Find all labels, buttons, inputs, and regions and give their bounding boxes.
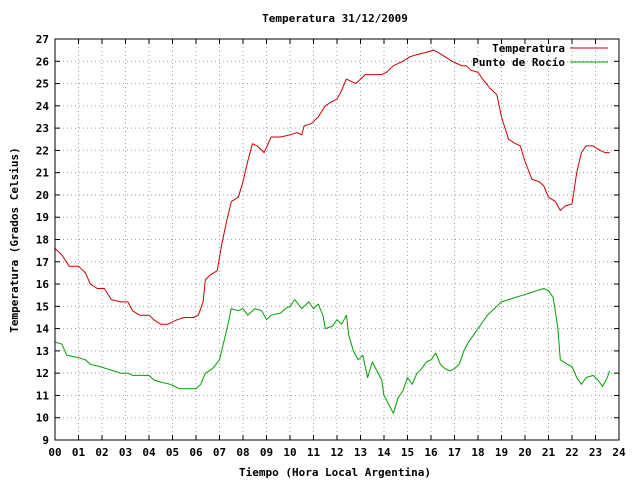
y-tick-label: 11 xyxy=(36,389,50,402)
series-lines xyxy=(54,49,611,414)
y-tick-label: 23 xyxy=(36,122,49,135)
x-tick-label: 09 xyxy=(260,446,273,459)
y-tick-label: 19 xyxy=(36,211,49,224)
x-tick-label: 14 xyxy=(377,446,391,459)
y-tick-label: 21 xyxy=(36,167,50,180)
y-tick-label: 16 xyxy=(36,278,50,291)
y-tick-label: 9 xyxy=(42,434,49,447)
x-tick-label: 15 xyxy=(401,446,414,459)
y-tick-label: 18 xyxy=(36,234,49,247)
x-tick-label: 12 xyxy=(330,446,343,459)
y-tick-label: 27 xyxy=(36,33,49,46)
y-tick-label: 17 xyxy=(36,256,49,269)
y-tick-label: 13 xyxy=(36,345,49,358)
x-tick-label: 10 xyxy=(283,446,296,459)
x-tick-label: 01 xyxy=(72,446,86,459)
y-axis-ticks: 9 10 11 12 13 14 15 16 17 18 19 20 21 22 23 24 25 26 27 xyxy=(36,33,619,447)
y-tick-label: 12 xyxy=(36,367,49,380)
y-tick-label: 24 xyxy=(36,100,50,113)
x-tick-label: 23 xyxy=(589,446,602,459)
x-tick-label: 13 xyxy=(354,446,367,459)
y-tick-label: 20 xyxy=(36,189,49,202)
x-tick-label: 24 xyxy=(612,446,626,459)
x-tick-label: 19 xyxy=(495,446,508,459)
x-tick-label: 06 xyxy=(189,446,203,459)
x-tick-label: 21 xyxy=(542,446,556,459)
legend: Temperatura Punto de Rocío xyxy=(472,42,608,69)
x-tick-label: 17 xyxy=(448,446,461,459)
y-tick-label: 10 xyxy=(36,412,49,425)
series-line-temperatura xyxy=(54,49,610,325)
plot-frame xyxy=(54,38,620,441)
x-tick-label: 02 xyxy=(95,446,108,459)
y-tick-label: 14 xyxy=(36,323,50,336)
legend-label-temperatura: Temperatura xyxy=(492,42,565,55)
x-tick-label: 05 xyxy=(166,446,179,459)
gridlines xyxy=(55,39,619,440)
x-tick-label: 11 xyxy=(307,446,321,459)
y-axis-label: Temperatura (Grados Celsius) xyxy=(8,147,21,332)
y-tick-label: 26 xyxy=(36,55,50,68)
x-tick-label: 22 xyxy=(565,446,578,459)
x-tick-label: 08 xyxy=(236,446,249,459)
x-axis-label: Tiempo (Hora Local Argentina) xyxy=(239,466,431,479)
y-tick-label: 15 xyxy=(36,300,49,313)
x-tick-label: 20 xyxy=(518,446,531,459)
y-tick-label: 25 xyxy=(36,78,49,91)
x-tick-label: 16 xyxy=(424,446,438,459)
x-tick-label: 07 xyxy=(213,446,226,459)
series-line-punto-de-rocio xyxy=(54,288,611,414)
chart-title: Temperatura 31/12/2009 xyxy=(262,12,408,25)
legend-label-punto-de-rocio: Punto de Rocío xyxy=(472,56,565,69)
x-tick-label: 04 xyxy=(142,446,156,459)
x-axis-ticks: 00 01 02 03 04 05 06 07 08 09 10 11 12 13 14 15 16 17 18 19… xyxy=(48,39,626,459)
y-tick-label: 22 xyxy=(36,144,49,157)
x-tick-label: 18 xyxy=(471,446,484,459)
x-tick-label: 03 xyxy=(119,446,132,459)
x-tick-label: 00 xyxy=(48,446,61,459)
